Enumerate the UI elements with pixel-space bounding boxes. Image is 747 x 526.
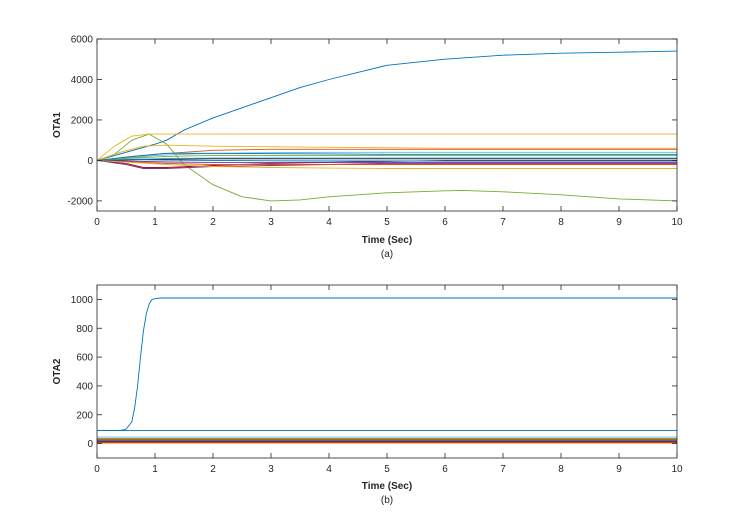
series-line-4 bbox=[97, 144, 677, 161]
x-tick-label: 2 bbox=[210, 217, 216, 228]
x-tick-label: 4 bbox=[326, 464, 332, 475]
x-tick-label: 10 bbox=[671, 217, 683, 228]
y-tick-label: 800 bbox=[76, 324, 93, 335]
y-tick-label: 0 bbox=[87, 156, 93, 167]
series-line-1 bbox=[97, 297, 677, 432]
y-tick-label: 1000 bbox=[71, 295, 94, 306]
x-tick-label: 3 bbox=[268, 217, 274, 228]
series-line-14 bbox=[97, 158, 677, 161]
x-tick-label: 1 bbox=[152, 464, 158, 475]
series-line-11 bbox=[97, 159, 677, 165]
x-tick-label: 8 bbox=[558, 464, 564, 475]
x-tick-label: 7 bbox=[500, 464, 506, 475]
x-axis-title: Time (Sec) bbox=[362, 481, 412, 492]
y-axis-title: OTA2 bbox=[52, 358, 63, 384]
series-line-3 bbox=[97, 133, 677, 161]
y-tick-label: 0 bbox=[87, 439, 93, 450]
y-tick-label: 6000 bbox=[71, 35, 94, 46]
series-line-15 bbox=[97, 159, 677, 169]
y-tick-label: 4000 bbox=[71, 75, 94, 86]
panel-caption: (a) bbox=[381, 249, 393, 260]
x-tick-label: 7 bbox=[500, 217, 506, 228]
y-tick-label: 200 bbox=[76, 410, 93, 421]
series-line-13 bbox=[97, 159, 677, 163]
y-axis-title: OTA1 bbox=[52, 112, 63, 138]
chart-panel-2: 0 1 2 3 4 5 6 7 8 9 10 0 200 400 600 800 1000 Time (Sec) O… bbox=[52, 284, 683, 506]
series-group bbox=[97, 297, 677, 444]
plot-axes-box bbox=[96, 284, 678, 459]
series-line-12 bbox=[97, 157, 677, 161]
y-tick-label: 2000 bbox=[71, 115, 94, 126]
series-line-1 bbox=[97, 50, 677, 161]
series-line-2 bbox=[97, 133, 677, 202]
x-tick-label: 8 bbox=[558, 217, 564, 228]
series-line-7 bbox=[97, 152, 677, 161]
x-tick-label: 2 bbox=[210, 464, 216, 475]
x-tick-label: 5 bbox=[384, 217, 390, 228]
x-tick-label: 1 bbox=[152, 217, 158, 228]
x-tick-label: 0 bbox=[94, 217, 100, 228]
x-tick-label: 0 bbox=[94, 464, 100, 475]
series-line-6 bbox=[97, 151, 677, 161]
x-tick-label: 3 bbox=[268, 464, 274, 475]
x-axis-title: Time (Sec) bbox=[362, 235, 412, 246]
panel-caption: (b) bbox=[381, 495, 393, 506]
plot-axes-box bbox=[96, 38, 678, 212]
series-line-16 bbox=[97, 159, 677, 162]
x-tick-label: 6 bbox=[442, 464, 448, 475]
series-line-10 bbox=[97, 154, 677, 161]
y-tick-label: 600 bbox=[76, 353, 93, 364]
series-group bbox=[97, 50, 677, 202]
x-tick-label: 9 bbox=[616, 464, 622, 475]
x-tick-label: 6 bbox=[442, 217, 448, 228]
x-tick-label: 4 bbox=[326, 217, 332, 228]
x-tick-label: 10 bbox=[671, 464, 683, 475]
x-tick-label: 5 bbox=[384, 464, 390, 475]
y-tick-label: 400 bbox=[76, 381, 93, 392]
y-tick-label: -2000 bbox=[67, 196, 93, 207]
x-tick-label: 9 bbox=[616, 217, 622, 228]
